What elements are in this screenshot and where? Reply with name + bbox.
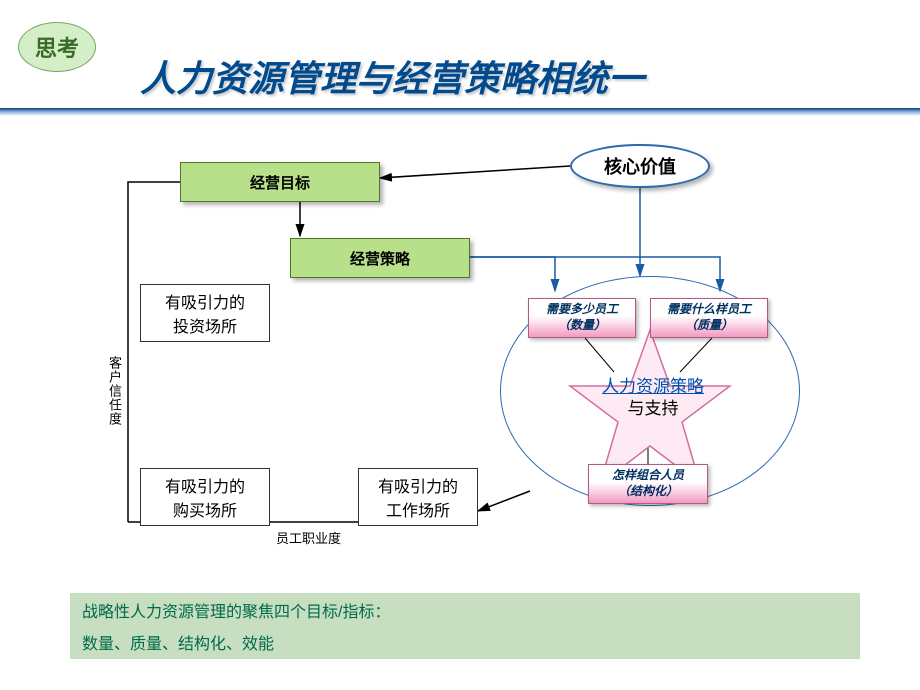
divider (0, 108, 920, 116)
page-title: 人力资源管理与经营策略相统一 (140, 50, 644, 102)
node-struct: 怎样组合人员 （结构化） (588, 464, 708, 504)
node-invest: 有吸引力的 投资场所 (140, 284, 270, 342)
axis-horizontal: 员工职业度 (276, 528, 341, 547)
axis-vertical: 客户信任度 (105, 356, 124, 426)
hr-line2: 与支持 (628, 399, 679, 418)
node-qty: 需要多少员工 （数量） (528, 298, 636, 338)
hr-center-label: 人力资源策略 与支持 (588, 376, 718, 420)
node-work: 有吸引力的 工作场所 (358, 468, 478, 526)
node-core-value: 核心价值 (570, 144, 710, 188)
node-qual: 需要什么样员工 （质量） (650, 298, 768, 338)
footer-line1: 战略性人力资源管理的聚焦四个目标/指标： (82, 597, 848, 629)
node-strategy: 经营策略 (290, 238, 470, 278)
node-goal: 经营目标 (180, 162, 380, 202)
diagram: 经营目标 经营策略 核心价值 有吸引力的 投资场所 有吸引力的 购买场所 有吸引… (0, 116, 920, 576)
hr-link[interactable]: 人力资源策略 (602, 377, 704, 396)
node-buy: 有吸引力的 购买场所 (140, 468, 270, 526)
footer-line2: 数量、质量、结构化、效能 (82, 629, 848, 661)
think-badge: 思考 (18, 22, 96, 72)
footer-box: 战略性人力资源管理的聚焦四个目标/指标： 数量、质量、结构化、效能 (70, 593, 860, 659)
